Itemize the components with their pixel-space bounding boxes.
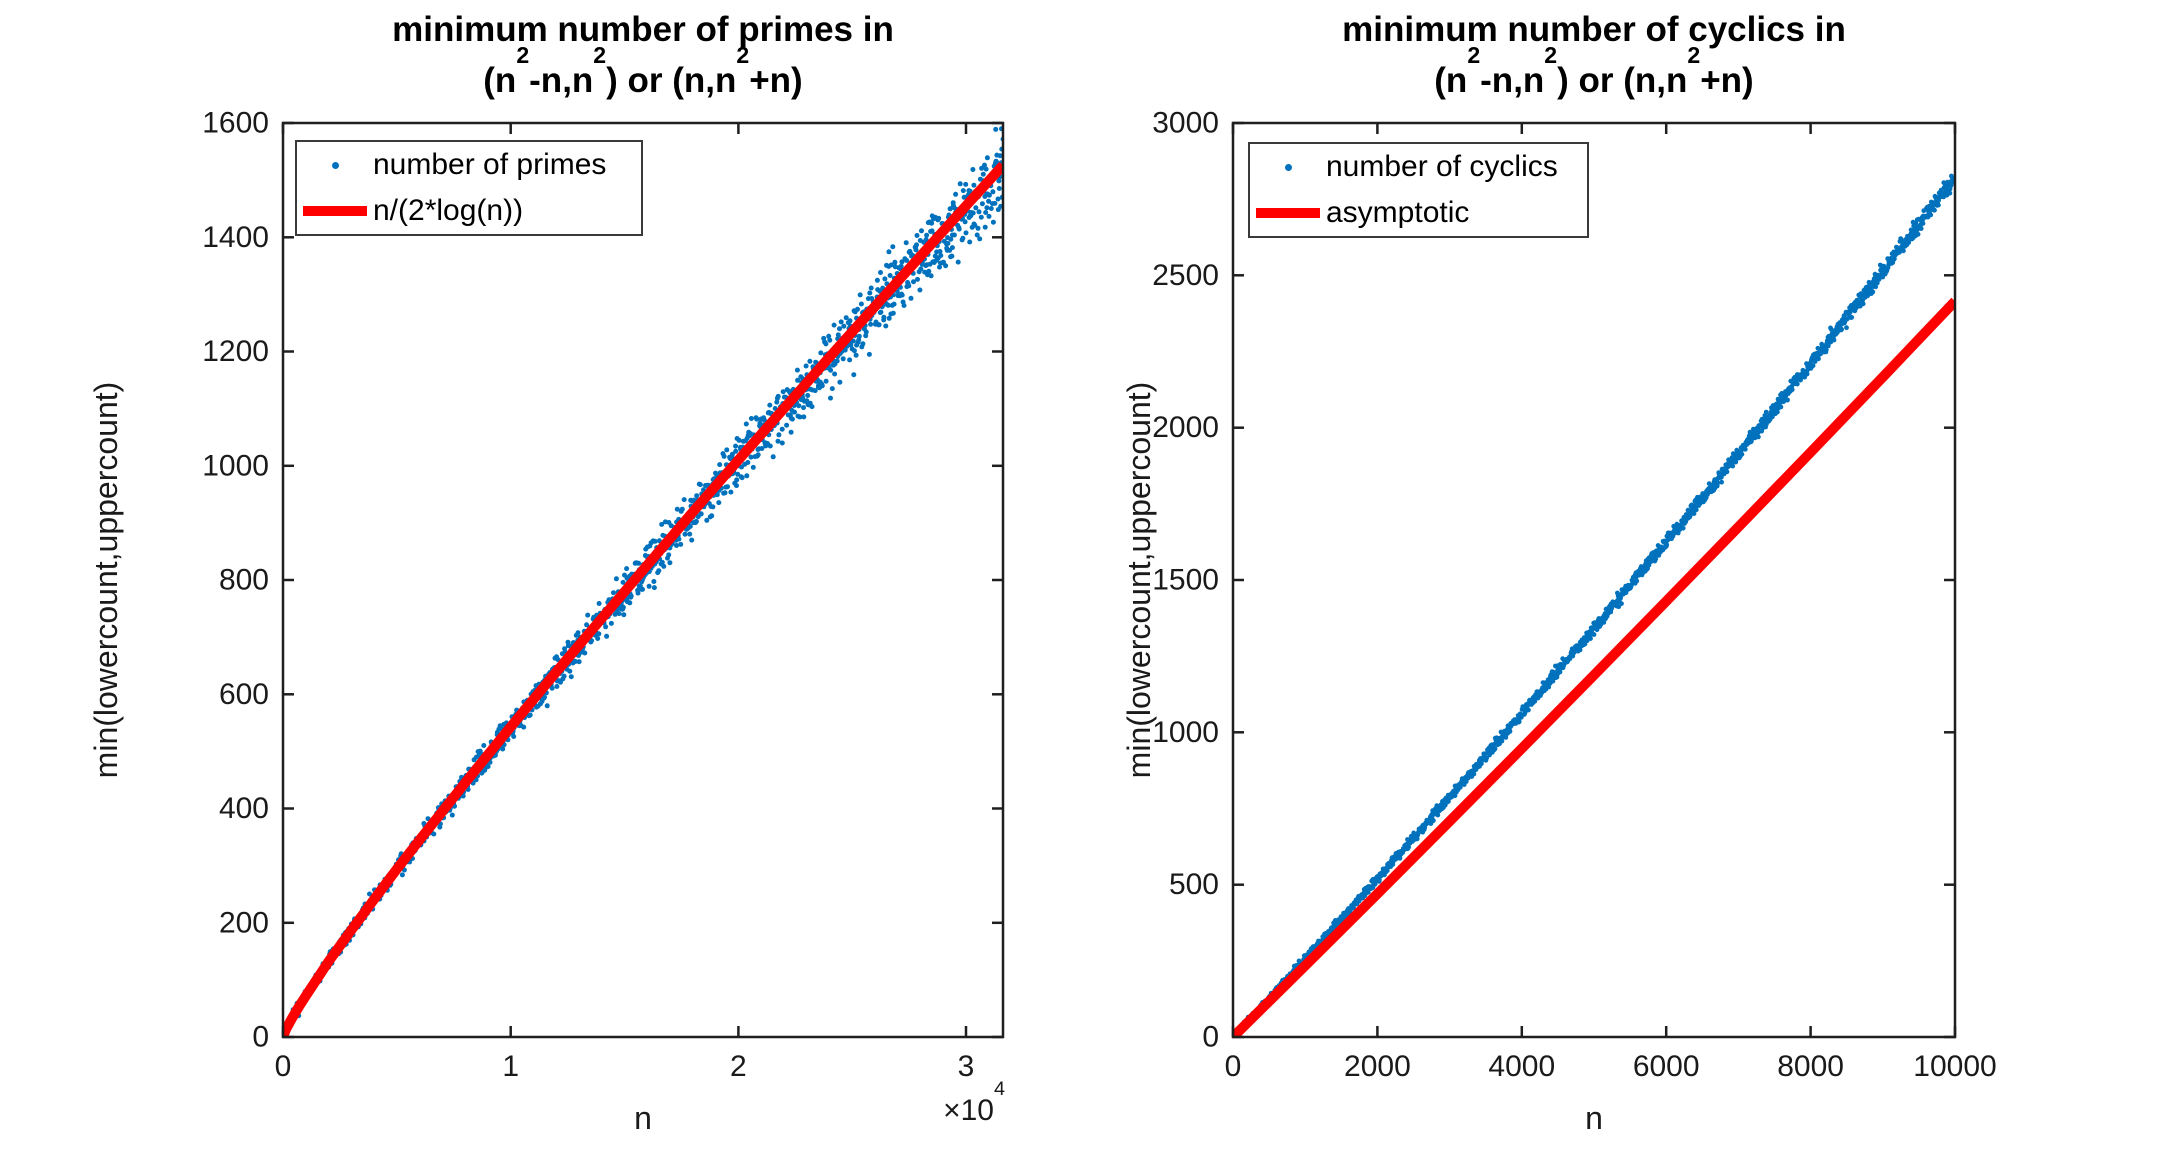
left-chart-title-line2: (n2-n,n2) or (n,n2+n) xyxy=(483,41,803,100)
legend-label: number of cyclics xyxy=(1326,150,1558,183)
right-y-axis-label: min(lowercount,uppercount) xyxy=(1121,381,1157,779)
series-group xyxy=(1233,173,1955,1037)
right-chart-title-line2: (n2-n,n2) or (n,n2+n) xyxy=(1434,41,1754,100)
legend-label: number of primes xyxy=(373,148,607,181)
x-tick-label: 1 xyxy=(502,1050,519,1083)
y-tick-label: 800 xyxy=(219,564,269,597)
y-tick-label: 1000 xyxy=(202,449,269,482)
left-chart-title: minimum number of primes in (n2-n,n2) or… xyxy=(193,4,1093,106)
series-group xyxy=(283,126,1003,1037)
right-chart: 0 2000 4000 6000 8000 10000 0 500 1000 1500 2000 25… xyxy=(1152,107,1996,1083)
left-y-axis-label: min(lowercount,uppercount) xyxy=(88,381,124,779)
y-tick-label: 200 xyxy=(219,906,269,939)
y-tick-label: 400 xyxy=(219,792,269,825)
x-tick-label: 0 xyxy=(275,1050,292,1083)
x-tick-label: 8000 xyxy=(1777,1050,1844,1083)
legend-label: asymptotic xyxy=(1326,196,1470,229)
y-tick-label: 1200 xyxy=(202,335,269,368)
left-legend: number of primes n/(2*log(n)) xyxy=(295,140,643,236)
y-tick-label: 0 xyxy=(1202,1021,1219,1054)
left-x-exponent-label: ×104 xyxy=(943,1077,1005,1127)
y-tick-label: 500 xyxy=(1169,868,1219,901)
x-tick-label: 0 xyxy=(1225,1050,1242,1083)
x-tick-label: 4000 xyxy=(1488,1050,1555,1083)
y-tick-label: 2500 xyxy=(1152,259,1219,292)
right-chart-title-line1: minimum number of cyclics in xyxy=(1342,10,1846,49)
legend-item-fit-line: n/(2*log(n)) xyxy=(297,188,641,234)
left-x-axis-label: n xyxy=(634,1100,652,1136)
right-chart-title: minimum number of cyclics in (n2-n,n2) o… xyxy=(1144,4,2044,106)
axes-box xyxy=(1231,121,1957,1039)
fit-line xyxy=(1233,297,1955,1037)
right-x-axis-label: n xyxy=(1585,1100,1603,1136)
y-tick-label: 0 xyxy=(252,1021,269,1054)
y-tick-label: 1500 xyxy=(1152,564,1219,597)
x-tick-label: 6000 xyxy=(1633,1050,1700,1083)
right-legend: number of cyclics asymptotic xyxy=(1248,142,1589,238)
axes-box xyxy=(281,121,1005,1039)
scatter-dot-icon xyxy=(297,161,373,169)
scatter-series xyxy=(283,126,1003,1033)
y-tick-label: 1400 xyxy=(202,221,269,254)
y-tick-label: 2000 xyxy=(1152,411,1219,444)
fit-line xyxy=(283,161,1003,1037)
line-sample-icon xyxy=(297,206,373,216)
legend-item-primes: number of primes xyxy=(297,142,641,188)
y-tick-label: 3000 xyxy=(1152,107,1219,140)
legend-item-asymptotic: asymptotic xyxy=(1250,190,1587,236)
y-tick-label: 600 xyxy=(219,678,269,711)
scatter-series xyxy=(1233,173,1955,1037)
tick-labels: 0 2000 4000 6000 8000 10000 0 500 1000 1500 2000 25… xyxy=(1152,107,1996,1083)
x-tick-label: 3 xyxy=(958,1050,975,1083)
left-chart: 0 1 2 3 0 200 400 600 800 1000 1200 1400 1600 xyxy=(202,107,1005,1083)
legend-item-cyclics: number of cyclics xyxy=(1250,144,1587,190)
line-sample-icon xyxy=(1250,208,1326,218)
x-tick-label: 2000 xyxy=(1344,1050,1411,1083)
y-tick-label: 1600 xyxy=(202,107,269,140)
legend-label: n/(2*log(n)) xyxy=(373,194,524,227)
x-tick-label: 2 xyxy=(730,1050,747,1083)
left-chart-title-line1: minimum number of primes in xyxy=(392,10,894,49)
scatter-dot-icon xyxy=(1250,163,1326,171)
y-tick-label: 1000 xyxy=(1152,716,1219,749)
x-tick-label: 10000 xyxy=(1913,1050,1996,1083)
tick-labels: 0 1 2 3 0 200 400 600 800 1000 1200 1400 1600 xyxy=(202,107,974,1083)
